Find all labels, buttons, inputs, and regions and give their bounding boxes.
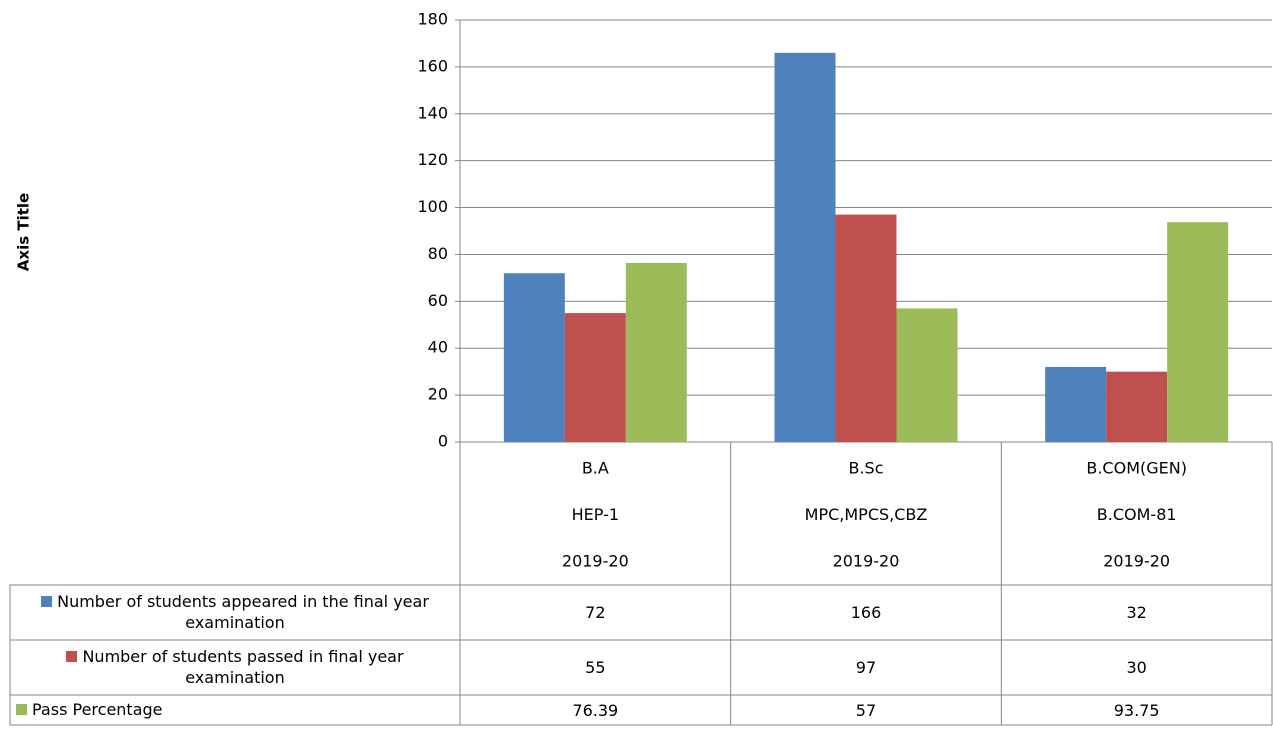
- legend-entry: Number of students passed in final year …: [10, 640, 460, 695]
- legend-swatch: [41, 596, 53, 607]
- y-tick-label: 140: [417, 103, 448, 122]
- y-tick-label: 100: [417, 197, 448, 216]
- y-tick-label: 180: [417, 10, 448, 29]
- y-tick-label: 160: [417, 56, 448, 75]
- legend-entry: Pass Percentage: [10, 695, 460, 725]
- y-tick-label: 20: [428, 385, 448, 404]
- x-tick-label: B.COM-81: [1097, 505, 1177, 524]
- bar: [564, 313, 626, 442]
- x-tick-label: 2019-20: [833, 552, 900, 571]
- legend-label: Pass Percentage: [32, 700, 163, 719]
- bar: [625, 262, 687, 442]
- x-tick-label: 2019-20: [1103, 552, 1170, 571]
- x-tick-label: MPC,MPCS,CBZ: [805, 505, 928, 524]
- legend-swatch: [66, 651, 78, 662]
- y-axis-title: Axis Title: [15, 193, 33, 271]
- table-value: 32: [1126, 603, 1147, 622]
- legend-entry: Number of students appeared in the final…: [10, 585, 460, 640]
- bar: [835, 214, 897, 442]
- bar: [1167, 222, 1229, 442]
- bar: [896, 308, 958, 442]
- table-value: 55: [585, 658, 606, 677]
- legend-label: Number of students appeared in the final…: [57, 592, 429, 632]
- y-tick-label: 120: [417, 150, 448, 169]
- bar: [1045, 366, 1107, 442]
- bar: [1106, 371, 1168, 442]
- bar: [503, 273, 565, 442]
- x-tick-label: 2019-20: [562, 552, 629, 571]
- bar: [774, 52, 836, 442]
- table-value: 166: [850, 603, 882, 622]
- y-tick-label: 0: [438, 432, 448, 451]
- legend-swatch: [16, 704, 27, 715]
- table-value: 76.39: [572, 700, 619, 720]
- table-value: 93.75: [1113, 700, 1160, 720]
- legend-label: Number of students passed in final year …: [82, 647, 404, 687]
- table-value: 30: [1126, 658, 1147, 677]
- y-tick-label: 60: [428, 291, 448, 310]
- x-tick-label: B.A: [582, 459, 609, 478]
- table-value: 72: [585, 603, 606, 622]
- x-tick-label: B.COM(GEN): [1086, 459, 1187, 478]
- x-tick-label: HEP-1: [572, 505, 619, 524]
- y-tick-label: 40: [428, 338, 448, 357]
- table-value: 57: [855, 700, 877, 720]
- y-tick-label: 80: [428, 244, 448, 263]
- x-tick-label: B.Sc: [848, 459, 883, 478]
- table-value: 97: [855, 658, 877, 677]
